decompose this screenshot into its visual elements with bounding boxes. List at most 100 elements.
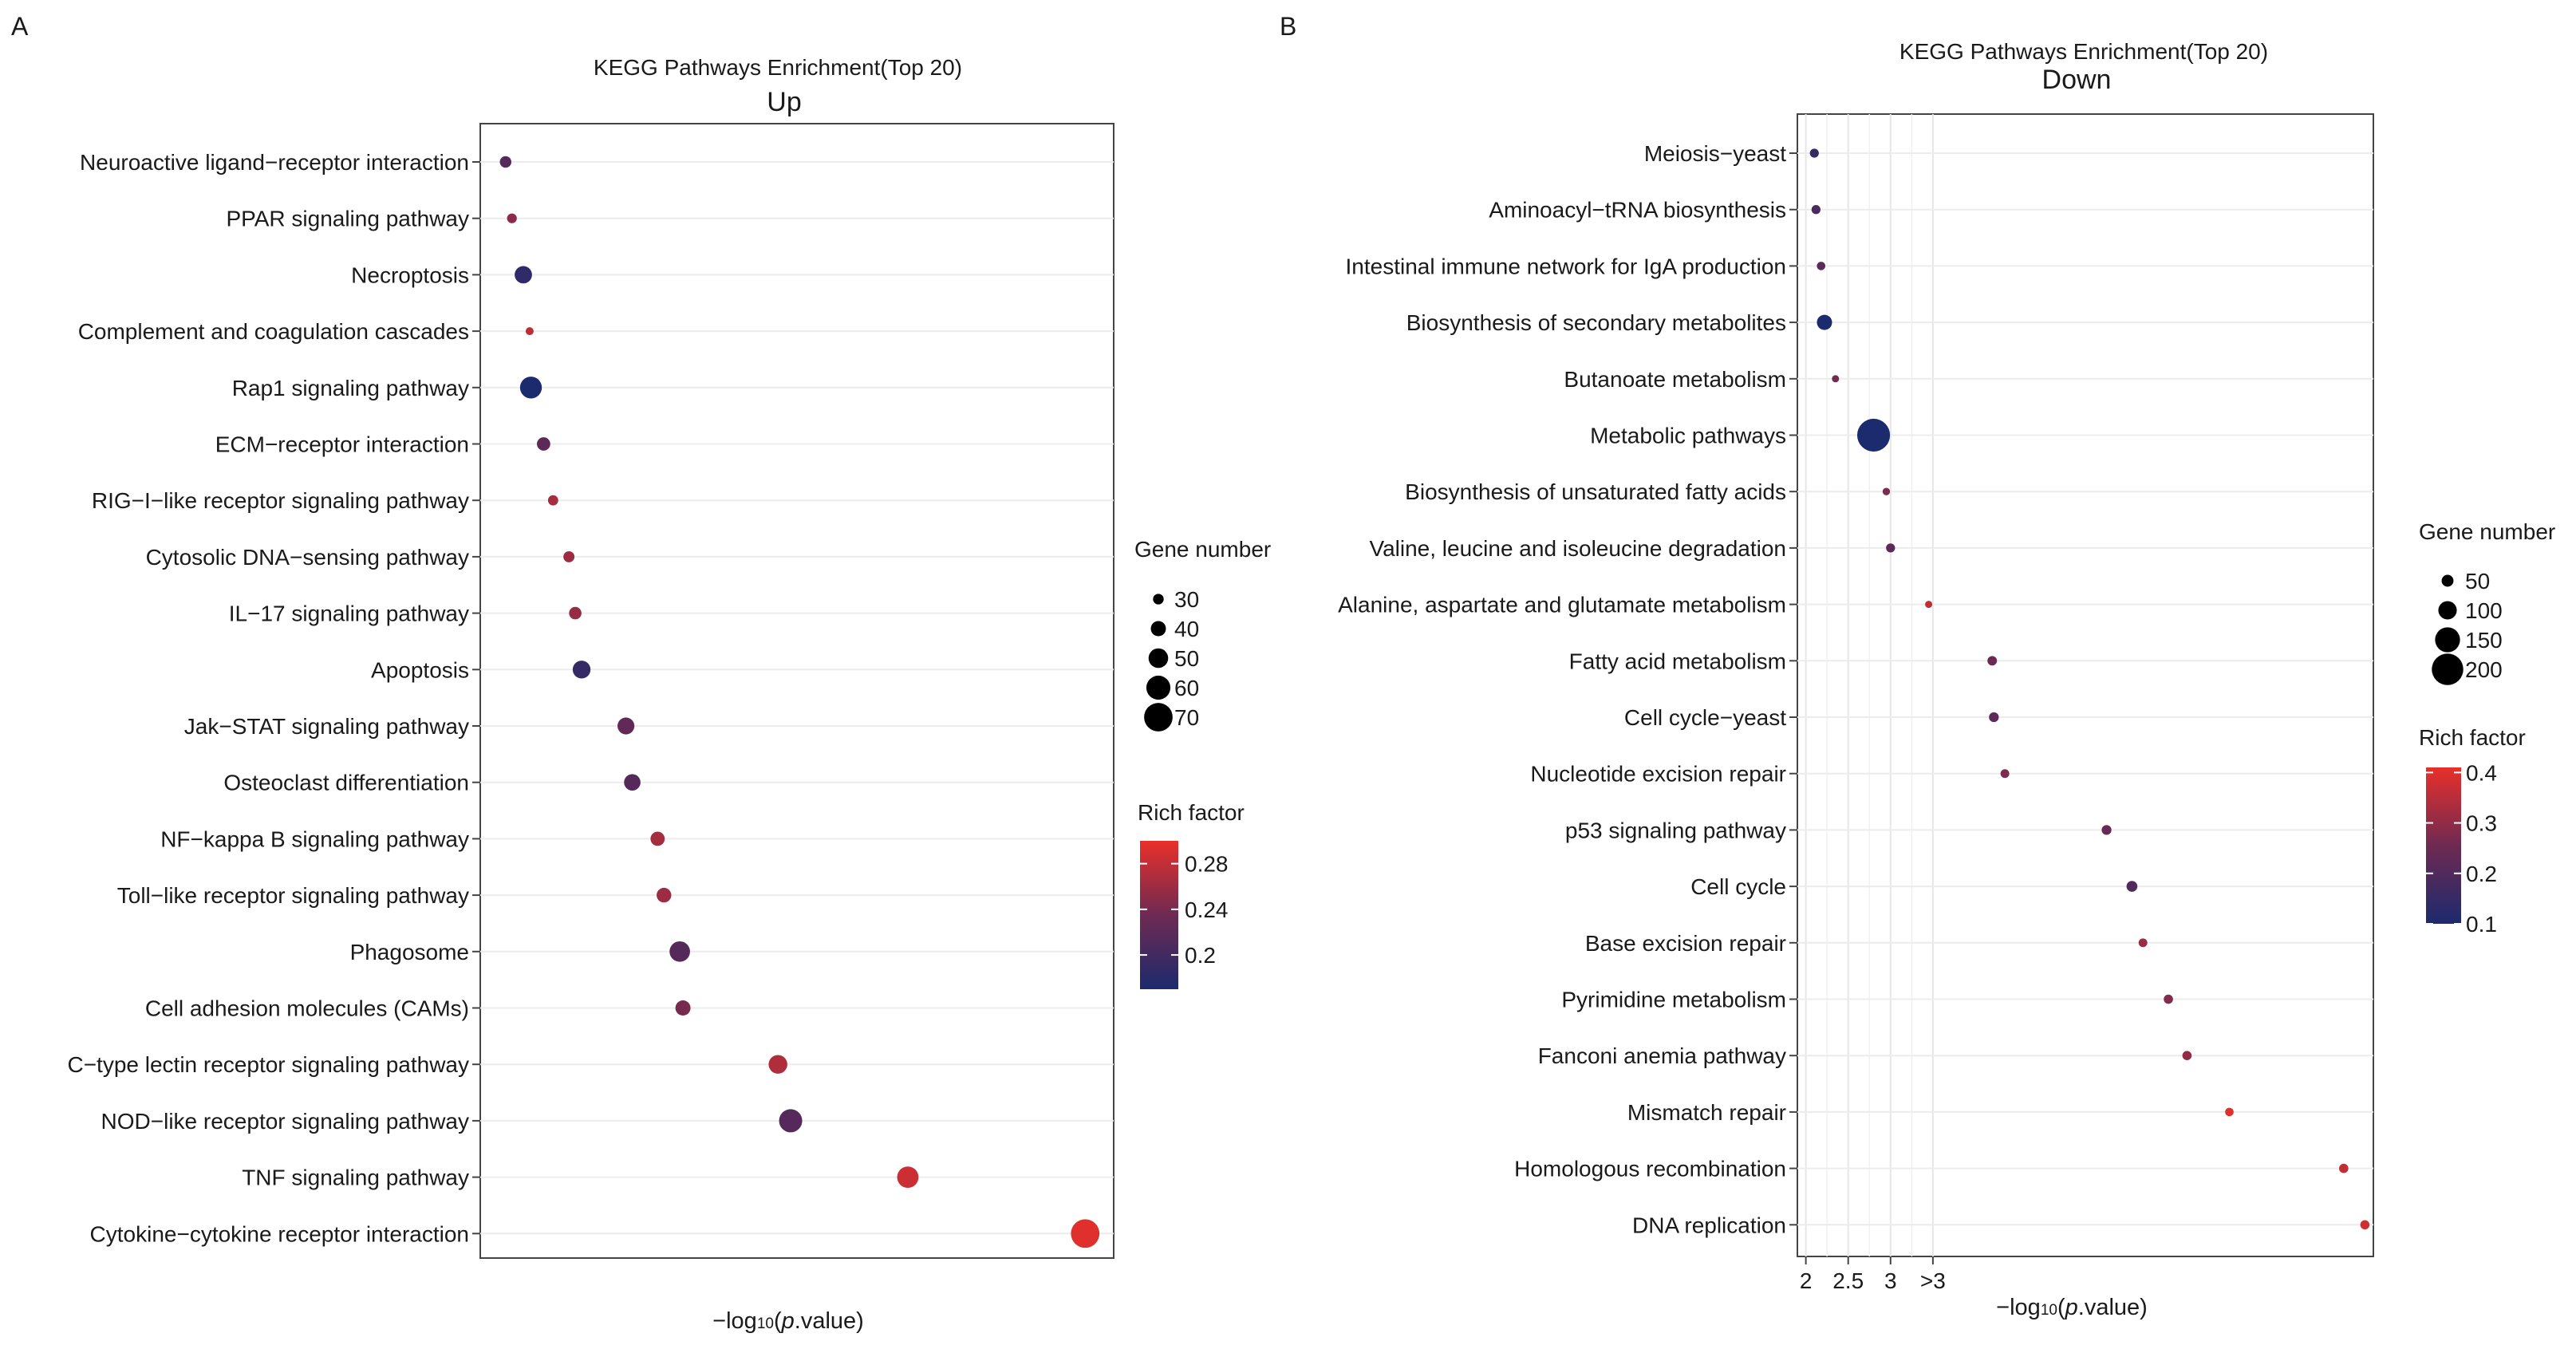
term-label-b-16: Fanconi anemia pathway — [1538, 1043, 1786, 1068]
panel-a-subtitle: Up — [767, 87, 801, 117]
size-legend-b-label-2: 150 — [2465, 628, 2503, 653]
term-label-a-7: Cytosolic DNA−sensing pathway — [146, 545, 469, 570]
point-b-2 — [1817, 262, 1826, 270]
term-label-b-19: DNA replication — [1632, 1213, 1786, 1237]
point-b-3 — [1817, 314, 1832, 330]
panel-b-x-ticks: 2 2.5 3 >3 — [1800, 1256, 1946, 1293]
panel-b-color-legend-title: Rich factor — [2419, 725, 2526, 750]
point-b-1 — [1811, 205, 1821, 215]
panel-b-points — [1809, 148, 2370, 1230]
panel-a-term-labels: Neuroactive ligand−receptor interaction P… — [67, 150, 480, 1246]
term-label-b-11: Nucleotide excision repair — [1530, 762, 1786, 787]
term-label-b-2: Intestinal immune network for IgA produc… — [1345, 254, 1786, 278]
point-a-7 — [563, 550, 575, 562]
panel-label-a: A — [11, 12, 29, 41]
panel-b: KEGG Pathways Enrichment(Top 20) Down Me… — [1338, 39, 2555, 1320]
x-tick-label-b-0: 2 — [1800, 1268, 1813, 1293]
point-b-9 — [1987, 656, 1998, 666]
panel-b-plot-area — [1797, 113, 2374, 1257]
term-label-a-15: Cell adhesion molecules (CAMs) — [145, 996, 469, 1021]
panel-b-gridlines — [1797, 114, 2373, 1256]
term-label-b-4: Butanoate metabolism — [1564, 367, 1786, 392]
point-a-5 — [537, 437, 550, 451]
point-a-19 — [1071, 1219, 1100, 1248]
panel-a-plot-area — [479, 123, 1114, 1259]
term-label-b-6: Biosynthesis of unsaturated fatty acids — [1405, 479, 1786, 504]
size-legend-b-dot-1 — [2438, 601, 2457, 620]
size-legend-a-label-2: 50 — [1174, 646, 1199, 671]
term-label-a-2: Necroptosis — [351, 262, 469, 287]
term-label-a-13: Toll−like receptor signaling pathway — [117, 883, 469, 908]
term-label-a-5: ECM−receptor interaction — [215, 432, 469, 457]
point-b-4 — [1832, 375, 1840, 383]
size-legend-a-dot-2 — [1148, 648, 1169, 669]
point-b-14 — [2138, 938, 2148, 948]
term-label-b-9: Fatty acid metabolism — [1569, 649, 1786, 673]
point-a-6 — [547, 495, 558, 506]
point-a-17 — [779, 1109, 803, 1133]
panel-a-color-legend-ticks: 0.2 0.24 0.28 — [1140, 852, 1229, 968]
size-legend-a-dot-1 — [1150, 621, 1166, 637]
point-a-18 — [897, 1166, 919, 1188]
term-label-b-13: Cell cycle — [1690, 874, 1786, 899]
term-label-b-15: Pyrimidine metabolism — [1561, 988, 1786, 1012]
point-a-11 — [624, 774, 641, 791]
point-b-16 — [2182, 1051, 2192, 1061]
size-legend-a-label-1: 40 — [1174, 617, 1199, 641]
term-label-b-8: Alanine, aspartate and glutamate metabol… — [1338, 593, 1786, 617]
term-label-a-16: C−type lectin receptor signaling pathway — [67, 1052, 469, 1077]
point-b-8 — [1925, 601, 1933, 609]
color-tick-a-label-2: 0.28 — [1185, 852, 1229, 877]
panel-a: KEGG Pathways Enrichment(Top 20) Up Neur… — [67, 55, 1271, 1334]
size-legend-b-dot-3 — [2432, 653, 2464, 685]
size-legend-a-label-0: 30 — [1174, 587, 1199, 612]
size-legend-a-label-4: 70 — [1174, 705, 1199, 730]
panel-a-size-legend-title: Gene number — [1134, 537, 1271, 562]
point-a-4 — [519, 377, 542, 399]
panel-b-term-labels: Meiosis−yeast Aminoacyl−tRNA biosynthesis… — [1338, 141, 1797, 1237]
point-a-10 — [617, 717, 635, 735]
size-legend-b-label-0: 50 — [2465, 569, 2490, 594]
size-legend-b-dot-0 — [2441, 574, 2454, 587]
point-a-2 — [515, 266, 532, 284]
panel-label-b: B — [1280, 12, 1296, 41]
size-legend-a-label-3: 60 — [1174, 676, 1199, 700]
point-b-13 — [2126, 881, 2138, 892]
point-b-12 — [2101, 825, 2112, 835]
size-legend-b-dot-2 — [2435, 627, 2460, 653]
point-a-9 — [572, 661, 591, 679]
panel-b-color-bar — [2426, 767, 2461, 924]
size-legend-b-label-3: 200 — [2465, 657, 2503, 682]
x-tick-label-b-3: >3 — [1920, 1268, 1946, 1293]
term-label-a-8: IL−17 signaling pathway — [229, 602, 469, 626]
point-a-13 — [657, 887, 672, 903]
point-a-15 — [675, 1000, 691, 1016]
term-label-b-3: Biosynthesis of secondary metabolites — [1406, 310, 1786, 335]
term-label-a-17: NOD−like receptor signaling pathway — [101, 1109, 469, 1134]
color-tick-b-label-0: 0.1 — [2466, 912, 2497, 937]
term-label-a-10: Jak−STAT signaling pathway — [184, 714, 469, 739]
term-label-b-0: Meiosis−yeast — [1644, 141, 1786, 166]
term-label-b-12: p53 signaling pathway — [1565, 818, 1786, 842]
color-tick-b-label-2: 0.3 — [2466, 811, 2497, 836]
term-label-a-18: TNF signaling pathway — [242, 1166, 469, 1190]
term-label-a-6: RIG−I−like receptor signaling pathway — [92, 488, 469, 513]
panel-b-size-legend-title: Gene number — [2419, 519, 2555, 544]
point-b-18 — [2339, 1163, 2349, 1173]
point-a-8 — [569, 606, 582, 620]
point-b-0 — [1809, 148, 1819, 158]
point-b-15 — [2164, 994, 2173, 1004]
term-label-b-14: Base excision repair — [1585, 931, 1786, 956]
point-b-11 — [2000, 769, 2010, 779]
panel-b-title: KEGG Pathways Enrichment(Top 20) — [1899, 39, 2268, 64]
point-b-6 — [1882, 487, 1891, 495]
term-label-b-7: Valine, leucine and isoleucine degradati… — [1369, 536, 1786, 561]
point-a-0 — [499, 156, 511, 168]
panel-a-x-axis-label: −log10(p.value) — [712, 1308, 864, 1334]
panel-a-color-legend-title: Rich factor — [1138, 800, 1245, 825]
x-tick-label-b-2: 3 — [1884, 1268, 1897, 1293]
panel-a-color-bar — [1140, 841, 1178, 989]
color-tick-a-label-1: 0.24 — [1185, 897, 1229, 922]
term-label-a-1: PPAR signaling pathway — [226, 207, 469, 231]
